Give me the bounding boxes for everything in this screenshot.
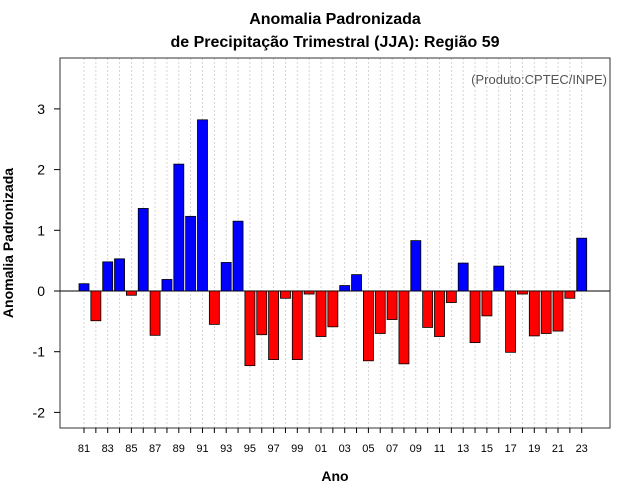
bar-2023 [576,237,588,292]
x-tick-label: 03 [339,443,351,455]
x-tick-label: 83 [102,443,114,455]
x-tick-label: 85 [125,443,137,455]
bar-2022 [564,290,576,299]
bar-1994 [232,220,244,292]
x-tick-label: 05 [362,443,374,455]
x-axis-label: Ano [321,468,348,484]
x-tick-label: 09 [410,443,422,455]
bar-1993 [220,262,232,292]
x-tick-label: 87 [149,443,161,455]
bar-2020 [540,290,552,334]
bar-1987 [149,290,161,336]
x-tick-label: 23 [576,443,588,455]
x-tick-label: 15 [481,443,493,455]
bar-1982 [90,290,102,322]
vertical-gridlines [83,58,583,428]
y-tick-label: 0 [37,283,45,299]
bar-1984 [114,258,125,292]
x-tick-label: 95 [244,443,256,455]
x-tick-label: 93 [220,443,232,455]
bar-2012 [445,290,457,303]
bar-1995 [244,290,256,367]
chart-title-line-1: Anomalia Padronizada [249,11,421,28]
plot-frame [59,57,611,429]
bar-2015 [481,290,493,317]
x-tick-label: 17 [504,443,516,455]
credit-text: (Produto:CPTEC/INPE) [471,72,607,87]
bar-1992 [208,290,220,325]
chart-title-line-2: de Precipitação Trimestral (JJA): Região… [170,34,499,51]
bar-2000 [303,290,315,295]
bar-2005 [362,290,374,362]
bar-series [78,119,588,367]
bar-2007 [386,290,398,320]
bar-2017 [505,290,517,353]
bar-1986 [137,208,149,292]
bar-2003 [339,285,351,292]
y-axis: -2 -1 0 1 2 3 [33,101,60,420]
bar-2021 [552,290,564,332]
y-tick-label: 2 [37,162,45,178]
bar-2002 [327,290,339,328]
bar-1991 [197,119,208,292]
bar-2009 [410,240,422,292]
x-tick-label: 07 [386,443,398,455]
x-tick-label: 81 [78,443,90,455]
bar-1996 [256,290,268,336]
bar-2010 [422,290,434,328]
y-axis-label: Anomalia Padronizada [0,168,16,318]
bar-1988 [161,279,173,292]
x-tick-label: 91 [196,443,208,455]
bar-1999 [291,290,303,360]
bar-2018 [517,290,528,295]
bar-2006 [374,290,386,334]
x-tick-label: 97 [267,443,279,455]
bar-2019 [528,290,540,337]
bar-1990 [185,215,197,292]
x-tick-label: 99 [291,443,303,455]
bar-1989 [173,163,185,292]
bar-2008 [398,290,410,365]
x-tick-label: 21 [552,443,564,455]
x-tick-label: 89 [173,443,185,455]
bar-1997 [268,290,280,360]
x-tick-label: 13 [457,443,469,455]
bar-2001 [315,290,327,337]
bar-2014 [469,290,481,343]
bar-1998 [280,290,291,299]
bar-1983 [102,261,114,292]
bar-2011 [434,290,445,337]
x-tick-label: 11 [434,443,445,455]
x-tick-label: 01 [315,443,327,455]
bar-2004 [351,274,362,292]
bar-2016 [493,265,505,292]
y-tick-label: -1 [33,344,46,360]
bar-2013 [457,262,469,292]
y-tick-label: -2 [33,404,46,420]
y-tick-label: 1 [37,222,45,238]
bar-1981 [78,283,90,292]
y-tick-label: 3 [37,101,45,117]
x-axis: 81 83 85 87 89 91 93 95 97 99 01 03 05 07 09 11 13 15 17 19… [78,428,588,455]
bar-1985 [126,290,137,296]
x-tick-label: 19 [528,443,540,455]
